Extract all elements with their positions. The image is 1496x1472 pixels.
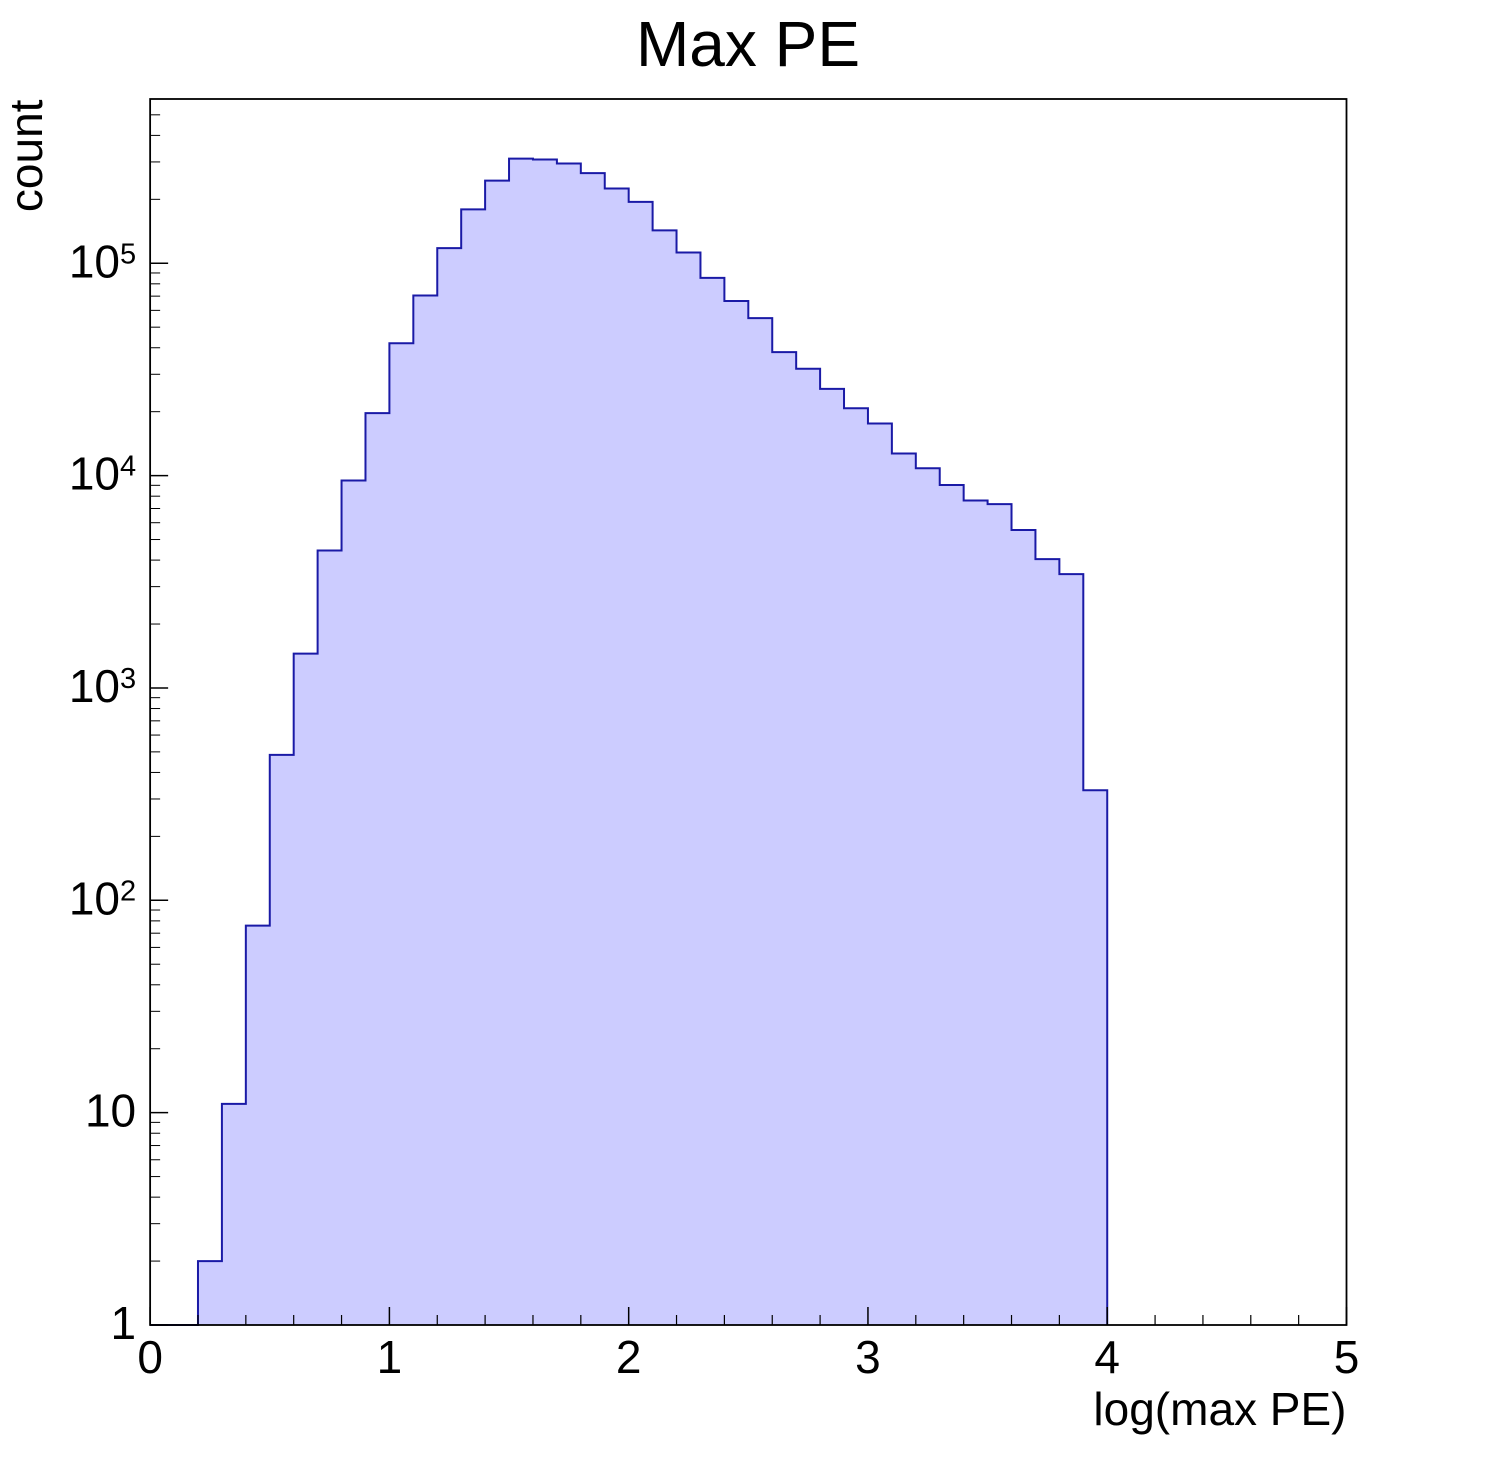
svg-text:Max PE: Max PE xyxy=(636,8,860,80)
svg-text:0: 0 xyxy=(137,1331,163,1383)
svg-text:2: 2 xyxy=(616,1331,642,1383)
svg-text:1: 1 xyxy=(377,1331,403,1383)
svg-text:1: 1 xyxy=(111,1297,137,1349)
svg-text:5: 5 xyxy=(1334,1331,1360,1383)
svg-text:log(max PE): log(max PE) xyxy=(1093,1383,1346,1435)
svg-text:3: 3 xyxy=(855,1331,881,1383)
svg-text:4: 4 xyxy=(1094,1331,1120,1383)
svg-text:10: 10 xyxy=(85,1085,136,1137)
svg-text:count: count xyxy=(0,99,52,212)
